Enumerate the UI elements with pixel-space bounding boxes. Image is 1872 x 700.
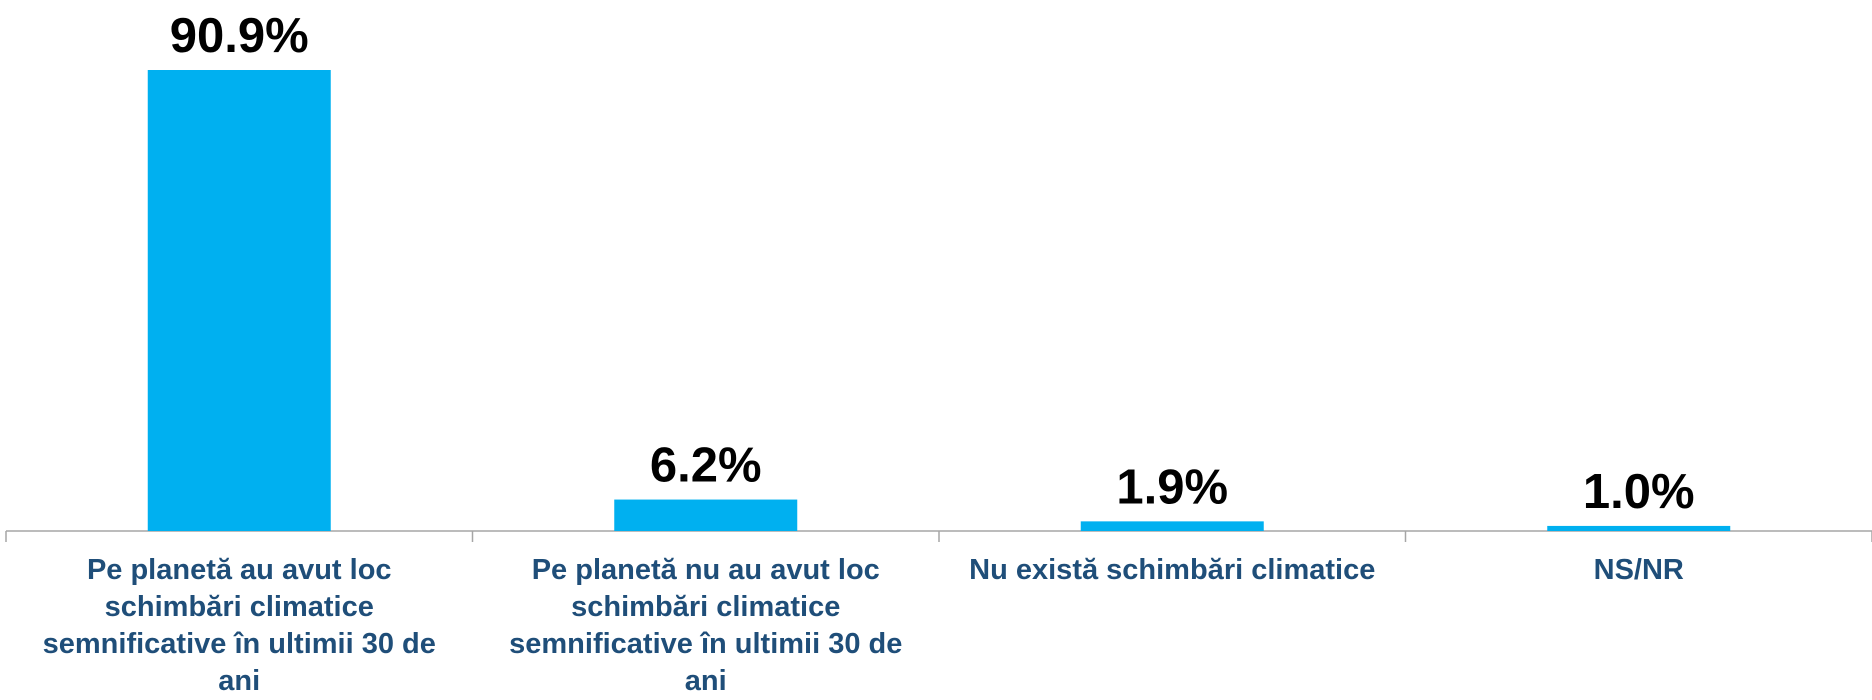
category-label: Pe planetă nu au avut loc schimbări clim…	[509, 554, 903, 697]
category-label: Nu există schimbări climatice	[969, 554, 1376, 586]
bar	[614, 499, 798, 531]
bar	[1547, 525, 1731, 531]
bar	[1080, 521, 1264, 531]
category-label: Pe planetă au avut loc schimbări climati…	[42, 554, 436, 697]
value-label: 1.9%	[1116, 460, 1228, 514]
value-label: 90.9%	[170, 9, 309, 63]
bar	[147, 70, 331, 531]
value-label: 1.0%	[1583, 465, 1695, 519]
category-label: NS/NR	[1593, 554, 1684, 586]
value-label: 6.2%	[650, 439, 762, 493]
